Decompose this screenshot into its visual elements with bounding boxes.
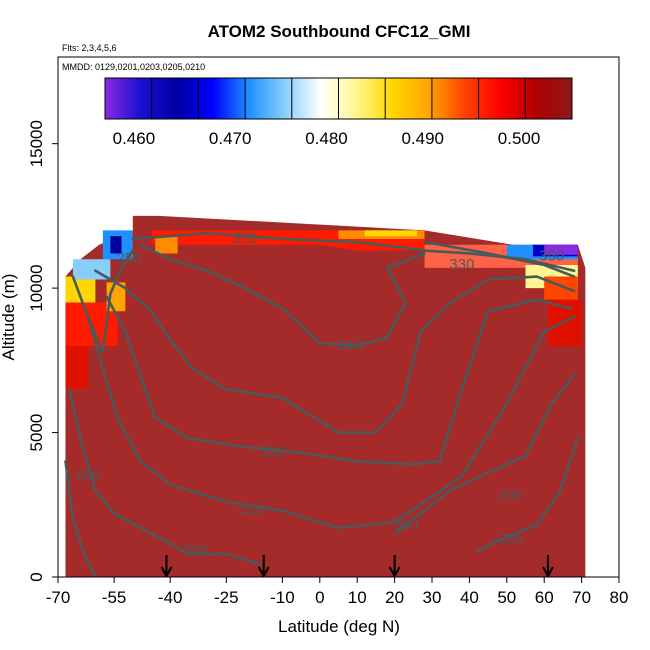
contour-line [64, 460, 97, 577]
y-tick-label: 5000 [27, 414, 46, 452]
x-tick-label: 60 [535, 588, 554, 607]
contour-label: 280 [498, 530, 523, 547]
x-tick-label: 50 [497, 588, 516, 607]
y-axis-label: Altitude (m) [0, 274, 18, 361]
field-patch [110, 236, 122, 254]
x-tick-label: -10 [270, 588, 295, 607]
x-tick-label: -25 [214, 588, 239, 607]
contour-label: 320 [259, 444, 284, 461]
y-tick-label: 15000 [27, 120, 46, 167]
flight-arrow-head [160, 566, 173, 577]
field-patch [65, 276, 96, 303]
colorbar-tick-labels: 0.460 0.470 0.480 0.490 0.500 [113, 129, 541, 148]
x-tick-label: 10 [348, 588, 367, 607]
x-tick-label: 30 [423, 588, 442, 607]
contour-labels: 350 350 330 340 320 310 300 300 290 290 280 250 [75, 230, 564, 559]
dates-note: MMDD: 0129,0201,0203,0205,0210 [62, 62, 205, 72]
x-axis-label: Latitude (deg N) [278, 617, 400, 636]
contour-line [105, 295, 572, 466]
x-tick-label: 20 [385, 588, 404, 607]
field-patch [155, 236, 178, 254]
contour-line [71, 249, 135, 353]
colorbar-tick-label: 0.490 [401, 129, 444, 148]
contour-label: 300 [184, 542, 209, 559]
x-tick-label: 0 [315, 588, 324, 607]
flight-arrow-head [388, 566, 401, 577]
x-tick-label: -70 [46, 588, 71, 607]
x-tick-label: 80 [610, 588, 629, 607]
field-patch [544, 244, 578, 255]
chart-title: ATOM2 Southbound CFC12_GMI [208, 22, 471, 41]
flight-arrow-head [257, 566, 270, 577]
contour-line [475, 437, 580, 553]
colorbar-band-lines [151, 78, 526, 119]
field-patch [65, 345, 88, 390]
x-tick-label: -55 [102, 588, 127, 607]
contour-line [94, 269, 576, 434]
contour-line [393, 373, 576, 535]
contour-label: 350 [539, 247, 564, 264]
field-patch [364, 230, 418, 237]
contour-label: 340 [337, 337, 362, 354]
colorbar-tick-label: 0.480 [305, 129, 348, 148]
flight-arrow-head [542, 566, 554, 577]
field-main [65, 215, 586, 577]
colorbar-tick-label: 0.470 [209, 129, 252, 148]
y-axis: 0 5000 10000 15000 [27, 120, 58, 582]
contour-label: 310 [240, 502, 265, 519]
contour-label: 330 [449, 256, 474, 273]
flight-arrows [160, 555, 554, 577]
contour-line [86, 315, 576, 530]
contour-label: 350 [232, 230, 257, 247]
contour-label: 290 [75, 467, 100, 484]
x-tick-label: 40 [460, 588, 479, 607]
x-tick-label: -40 [158, 588, 183, 607]
contour-label: 290 [498, 487, 523, 504]
colorbar-tick-label: 0.500 [498, 129, 541, 148]
colorbar-tick-label: 0.460 [113, 129, 156, 148]
y-tick-label: 0 [27, 572, 46, 581]
plot-frame [57, 56, 620, 578]
y-tick-label: 10000 [27, 264, 46, 311]
flights-note: Flts: 2,3,4,5,6 [62, 43, 117, 53]
x-tick-label: 70 [572, 588, 591, 607]
colorbar-legend: 0.460 0.470 0.480 0.490 0.500 [104, 77, 573, 148]
contour-line [138, 243, 426, 348]
contour-line [67, 387, 266, 567]
contour-lines [64, 231, 580, 577]
contour-label: 300 [393, 516, 418, 533]
contour-line [423, 240, 576, 278]
contour-label: 250 [117, 250, 142, 267]
x-axis: -70 -55 -40 -25 -10 0 10 20 30 40 50 60 70 80 [46, 577, 629, 607]
